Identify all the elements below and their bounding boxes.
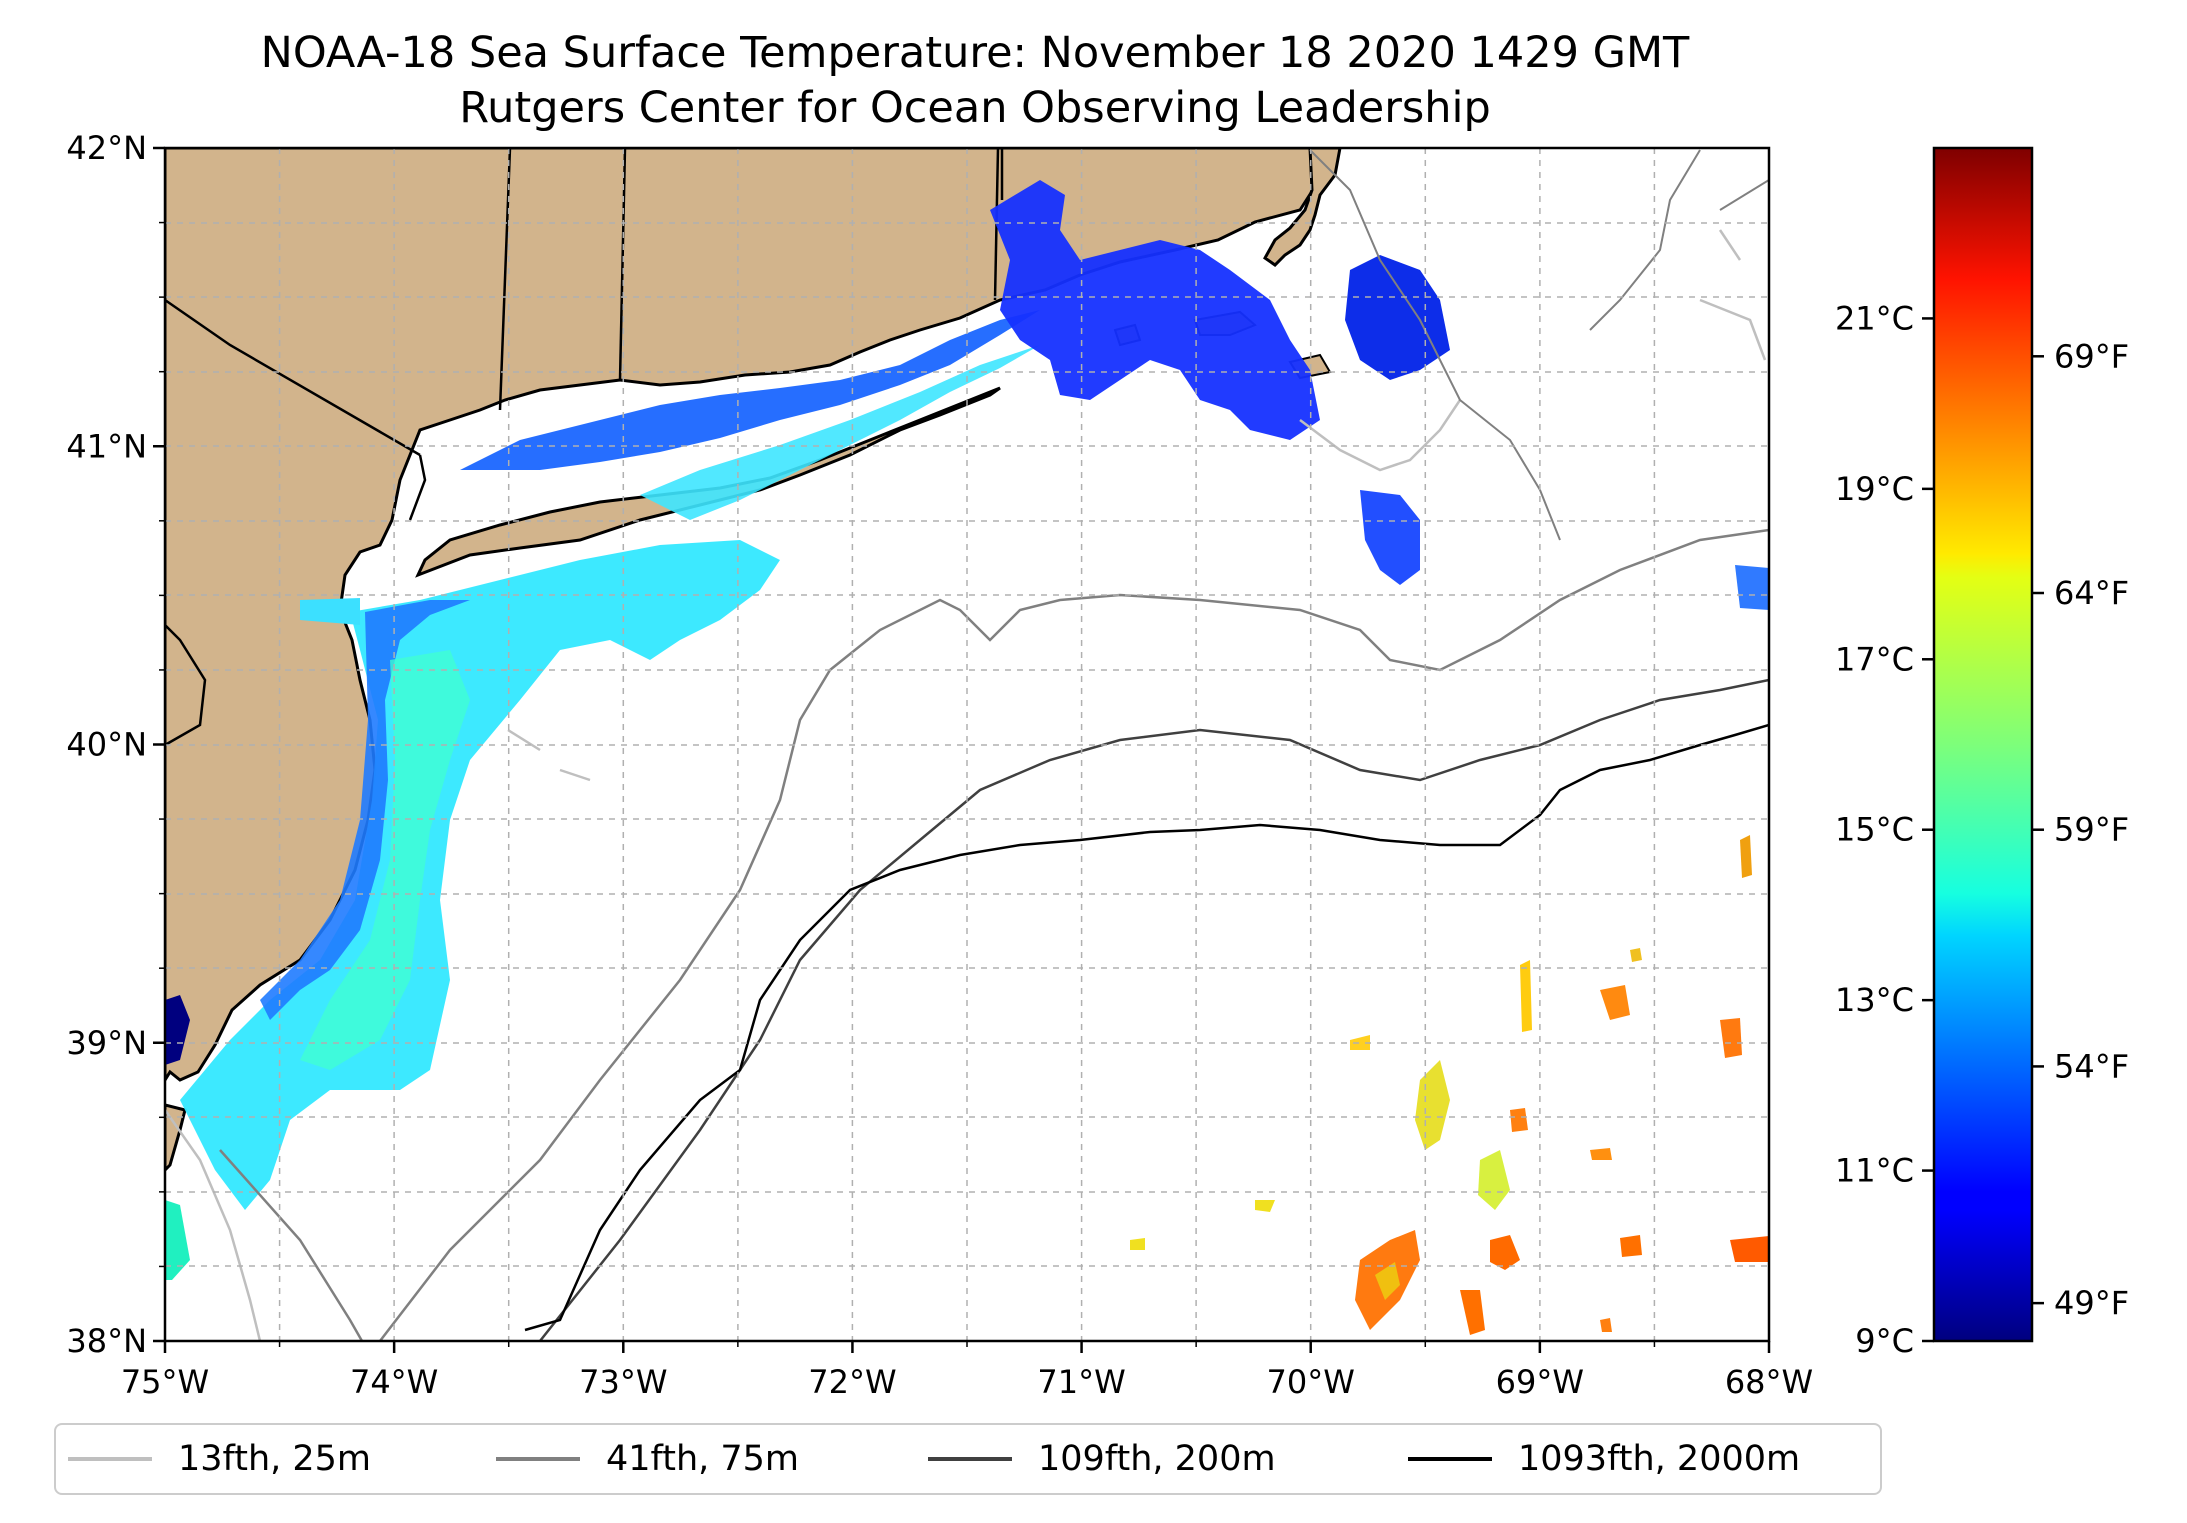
- colorbar-celsius-axis: 9°C 11°C 13°C 15°C 17°C 19°C 21°C: [1835, 299, 1934, 1360]
- fahrenheit-tick-label: 49°F: [2054, 1284, 2129, 1322]
- lon-tick-label: 70°W: [1267, 1363, 1355, 1401]
- cape-cod-land: [1263, 148, 1342, 267]
- latitude-axis: 38°N 39°N 40°N 41°N 42°N: [66, 129, 165, 1360]
- fahrenheit-tick-label: 64°F: [2054, 574, 2129, 612]
- lon-tick-label: 71°W: [1037, 1363, 1125, 1401]
- fahrenheit-tick-label: 69°F: [2054, 337, 2129, 375]
- map-title: NOAA-18 Sea Surface Temperature: Novembe…: [260, 28, 1690, 78]
- lon-tick-label: 69°W: [1496, 1363, 1584, 1401]
- sst-warm-patches: [1130, 835, 1769, 1335]
- legend-label-2000m: 1093fth, 2000m: [1518, 1439, 1801, 1479]
- lon-tick-label: 73°W: [579, 1363, 667, 1401]
- celsius-tick-label: 21°C: [1835, 299, 1914, 337]
- lon-tick-label: 74°W: [350, 1363, 438, 1401]
- celsius-tick-label: 17°C: [1835, 640, 1914, 678]
- legend-label-25m: 13fth, 25m: [178, 1439, 372, 1479]
- lon-tick-label: 72°W: [808, 1363, 896, 1401]
- legend-line-200m: [928, 1457, 1012, 1461]
- depth-legend: 13fth, 25m 41fth, 75m 109fth, 200m 1093f…: [54, 1423, 1882, 1495]
- celsius-tick-label: 11°C: [1835, 1152, 1914, 1190]
- lat-tick-label: 39°N: [66, 1024, 147, 1062]
- legend-item-2000m: 1093fth, 2000m: [1408, 1439, 1800, 1479]
- legend-line-75m: [496, 1457, 580, 1461]
- lat-tick-label: 40°N: [66, 726, 147, 764]
- map-grid: [165, 148, 1769, 1341]
- celsius-tick-label: 15°C: [1835, 811, 1914, 849]
- legend-line-2000m: [1408, 1457, 1492, 1461]
- fahrenheit-tick-label: 54°F: [2054, 1047, 2129, 1085]
- lon-tick-label: 68°W: [1725, 1363, 1813, 1401]
- lat-tick-label: 41°N: [66, 427, 147, 465]
- legend-item-200m: 109fth, 200m: [928, 1439, 1276, 1479]
- legend-item-25m: 13fth, 25m: [68, 1439, 371, 1479]
- long-island-land: [415, 386, 1001, 578]
- celsius-tick-label: 9°C: [1855, 1322, 1914, 1360]
- legend-item-75m: 41fth, 75m: [496, 1439, 799, 1479]
- lat-tick-label: 38°N: [66, 1322, 147, 1360]
- state-borders: [165, 148, 1004, 747]
- celsius-tick-label: 13°C: [1835, 981, 1914, 1019]
- lat-tick-label: 42°N: [66, 129, 147, 167]
- bathymetry-contours: [165, 149, 1769, 1341]
- map-subtitle: Rutgers Center for Ocean Observing Leade…: [459, 83, 1491, 133]
- fahrenheit-tick-label: 59°F: [2054, 811, 2129, 849]
- legend-label-200m: 109fth, 200m: [1038, 1439, 1276, 1479]
- legend-label-75m: 41fth, 75m: [606, 1439, 800, 1479]
- delmarva-land: [165, 1103, 187, 1173]
- colorbar-fahrenheit-axis: 49°F 54°F 59°F 64°F 69°F: [2032, 337, 2129, 1322]
- celsius-tick-label: 19°C: [1835, 470, 1914, 508]
- legend-line-25m: [68, 1457, 152, 1461]
- colorbar: [1932, 146, 2034, 1343]
- longitude-axis: 75°W 74°W 73°W 72°W 71°W 70°W 69°W 68°W: [121, 1341, 1813, 1401]
- sst-coastal-band: [165, 180, 1769, 1280]
- lon-tick-label: 75°W: [121, 1363, 209, 1401]
